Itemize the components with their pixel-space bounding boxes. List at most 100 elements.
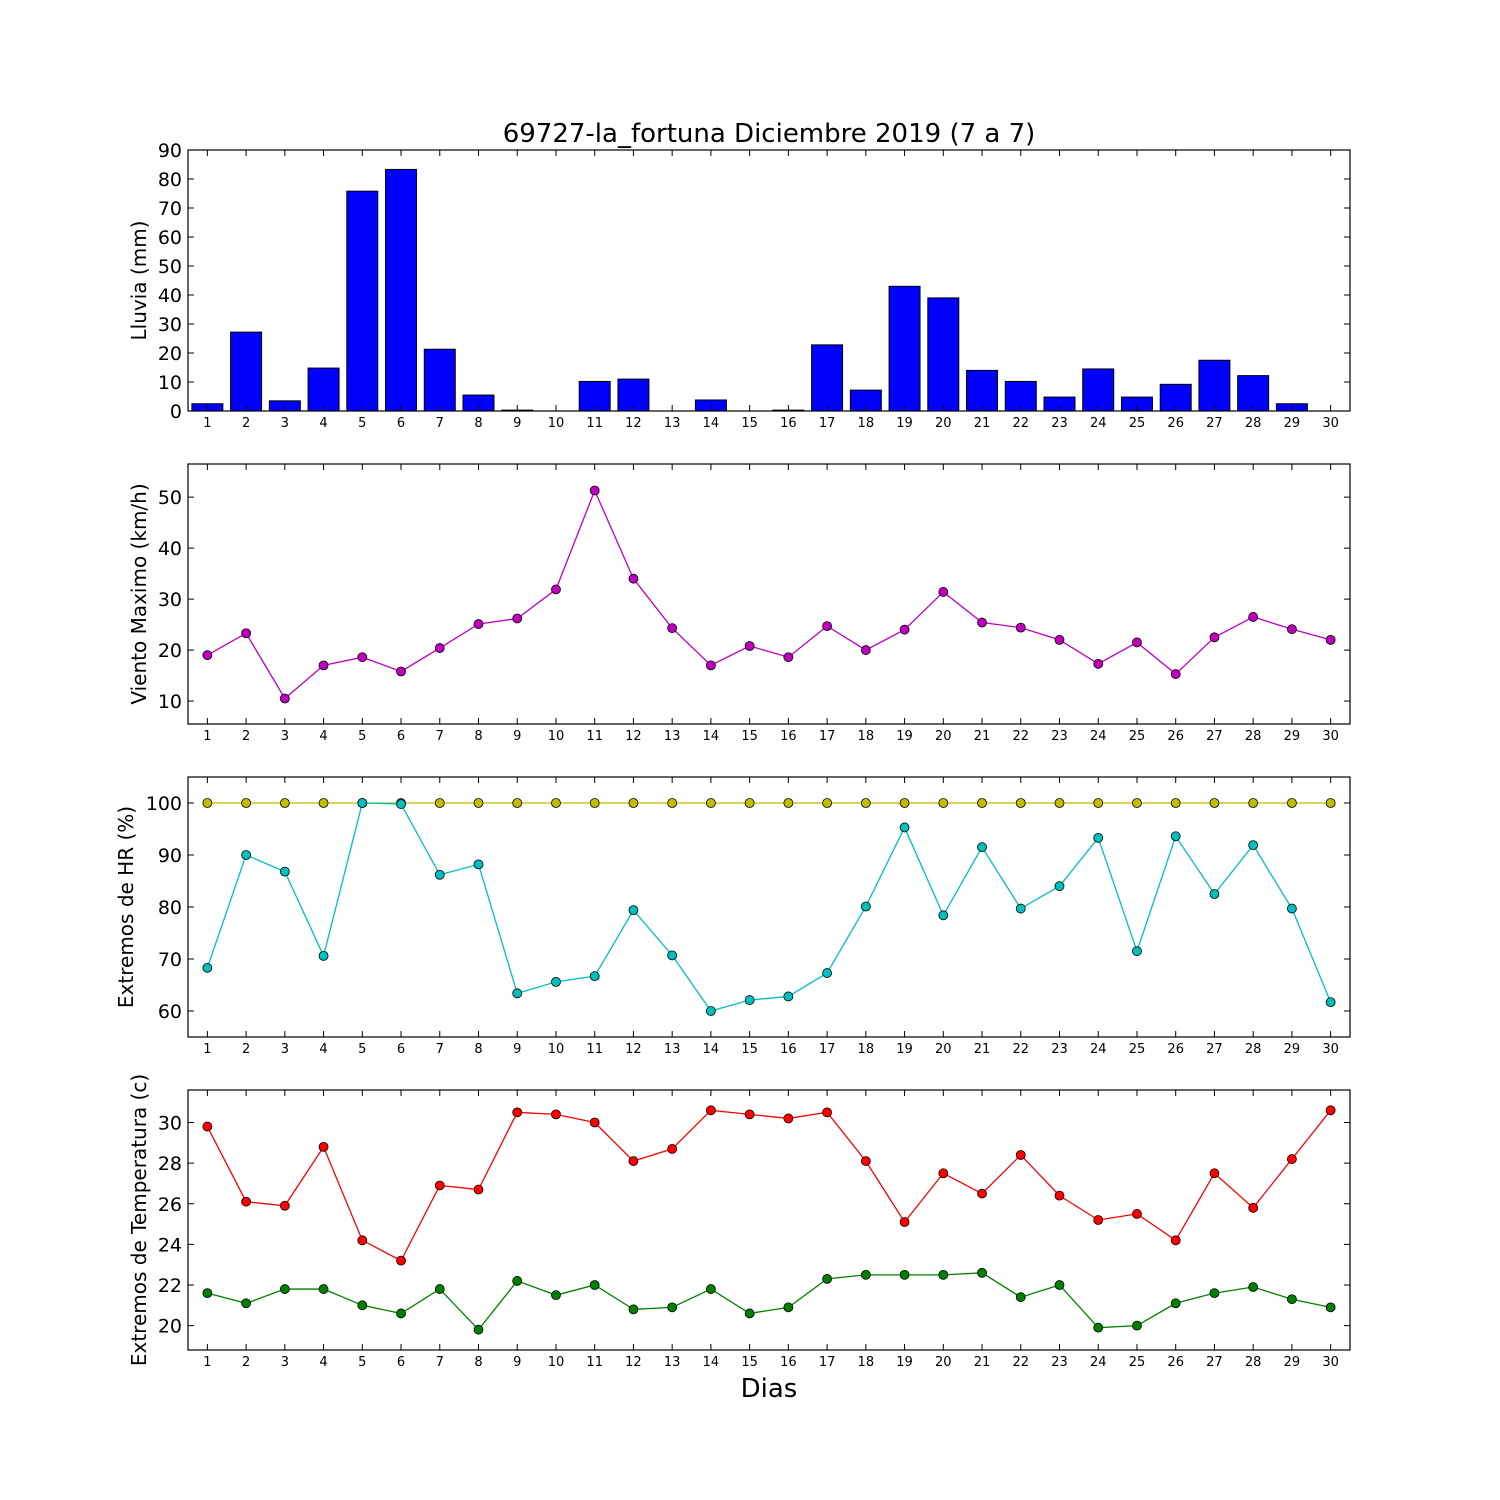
humedad-ytick-label: 100: [146, 793, 182, 815]
temperatura-series-1-point-19: [899, 1217, 910, 1227]
viento-ytick-label: 50: [158, 487, 182, 509]
temperatura-series-1-point-21: [977, 1188, 987, 1199]
humedad-xtick-label: 24: [1090, 1042, 1107, 1057]
humedad-series-2-point-17: [822, 968, 832, 978]
humedad-series-1-point-10: [551, 798, 561, 808]
temperatura-series-1-point-13: [667, 1144, 678, 1154]
humedad-series-2-point-26: [1170, 831, 1181, 842]
lluvia-xtick-label: 29: [1284, 416, 1301, 431]
humedad-series-2-point-22: [1015, 903, 1026, 914]
humedad-series-2-point-13: [667, 950, 678, 961]
temperatura-xtick-label: 7: [436, 1355, 444, 1370]
humedad-series-1-point-23: [1054, 798, 1065, 808]
temperatura-series-1-point-14: [706, 1105, 716, 1116]
viento-series-1-point-18: [860, 645, 871, 655]
lluvia-xtick-label: 28: [1245, 416, 1262, 431]
viento-xtick-label: 29: [1284, 729, 1301, 744]
temperatura-series-2-point-9: [512, 1276, 523, 1286]
humedad-series-2-point-23: [1054, 881, 1065, 892]
viento-ytick-label: 20: [158, 640, 182, 662]
viento-xtick-label: 30: [1322, 729, 1339, 744]
viento-axes-frame: [187, 463, 1351, 725]
viento-series-1-point-3: [279, 693, 290, 704]
humedad-xtick-label: 3: [281, 1042, 289, 1057]
temperatura-xtick-label: 16: [780, 1355, 797, 1370]
lluvia-ytick-label: 60: [158, 227, 182, 249]
viento-xtick-label: 1: [203, 729, 211, 744]
humedad-xtick-label: 23: [1051, 1042, 1068, 1057]
lluvia-bar-day-19: [888, 285, 921, 412]
viento-series-1-point-6: [396, 666, 406, 677]
temperatura-xtick-label: 5: [358, 1355, 366, 1370]
viento-series-1-point-22: [1015, 622, 1026, 633]
lluvia-xtick-label: 8: [474, 416, 482, 431]
viento-series-1-point-1: [202, 650, 213, 661]
viento-xtick-label: 17: [819, 729, 836, 744]
viento-xtick-label: 11: [586, 729, 603, 744]
viento-series-1-point-19: [899, 624, 910, 635]
temperatura-series-1-point-29: [1287, 1154, 1297, 1164]
humedad-xtick-label: 27: [1206, 1042, 1223, 1057]
temperatura-xtick-label: 23: [1051, 1355, 1068, 1370]
humedad-series-1-point-12: [628, 798, 639, 808]
humedad-series-2-point-1: [202, 962, 213, 973]
temperatura-xtick-label: 21: [974, 1355, 991, 1370]
lluvia-ytick-label: 10: [158, 372, 182, 394]
viento-xtick-label: 13: [664, 729, 681, 744]
viento-series-1-point-2: [241, 628, 252, 639]
humedad-xtick-label: 7: [436, 1042, 444, 1057]
temperatura-series-1-point-22: [1015, 1150, 1026, 1160]
humedad-xtick-label: 17: [819, 1042, 836, 1057]
viento-xtick-label: 18: [858, 729, 875, 744]
temperatura-series-2-point-8: [473, 1324, 484, 1335]
viento-xtick-label: 5: [358, 729, 366, 744]
viento-series-1-point-17: [822, 621, 832, 632]
lluvia-bar-day-27: [1198, 359, 1231, 412]
viento-series-1-line: [207, 488, 1331, 700]
viento-series-1-point-7: [434, 643, 445, 653]
humedad-series-1-point-2: [241, 798, 252, 808]
viento-xtick-label: 9: [513, 729, 521, 744]
temperatura-series-1-point-17: [822, 1107, 832, 1118]
temperatura-series-1-point-9: [512, 1107, 523, 1118]
viento-series-1-point-21: [977, 617, 987, 628]
humedad-series-2-point-27: [1209, 889, 1220, 899]
temperatura-series-1-point-11: [589, 1117, 600, 1128]
lluvia-xtick-label: 3: [281, 416, 289, 431]
temperatura-xtick-label: 29: [1284, 1355, 1301, 1370]
viento-series-1-point-28: [1248, 612, 1259, 622]
temperatura-xtick-label: 4: [319, 1355, 327, 1370]
humedad-xtick-label: 16: [780, 1042, 797, 1057]
humedad-xtick-label: 26: [1167, 1042, 1184, 1057]
lluvia-ytick-label: 40: [158, 285, 182, 307]
lluvia-xtick-label: 24: [1090, 416, 1107, 431]
viento-series-1-point-24: [1093, 658, 1104, 669]
temperatura-series-2-point-14: [706, 1284, 716, 1294]
temperatura-series-2-line: [207, 1272, 1331, 1331]
temperatura-ytick-label: 20: [158, 1316, 182, 1338]
humedad-series-2-line: [206, 802, 1332, 1012]
lluvia-xtick-label: 11: [586, 416, 603, 431]
viento-series-1-point-13: [667, 623, 678, 634]
temperatura-series-2-point-25: [1132, 1320, 1142, 1331]
viento-series-1-point-14: [706, 660, 716, 671]
viento-series-1-point-23: [1054, 634, 1065, 645]
temperatura-xtick-label: 27: [1206, 1355, 1223, 1370]
humedad-xtick-label: 20: [935, 1042, 952, 1057]
temperatura-xtick-label: 3: [281, 1355, 289, 1370]
temperatura-series-2-point-24: [1093, 1322, 1104, 1333]
lluvia-xtick-label: 5: [358, 416, 366, 431]
lluvia-xtick-label: 20: [935, 416, 952, 431]
humedad-xtick-label: 18: [858, 1042, 875, 1057]
temperatura-series-2-point-1: [202, 1288, 213, 1299]
temperatura-series-2-point-4: [318, 1284, 329, 1294]
humedad-series-2-point-20: [938, 910, 949, 921]
temperatura-xtick-label: 13: [664, 1355, 681, 1370]
humedad-series-1-point-3: [279, 798, 290, 808]
humedad-series-2-point-5: [357, 798, 368, 808]
lluvia-ytick-label: 70: [158, 198, 182, 220]
humedad-series-2-point-19: [899, 822, 910, 833]
lluvia-xtick-label: 30: [1322, 416, 1339, 431]
